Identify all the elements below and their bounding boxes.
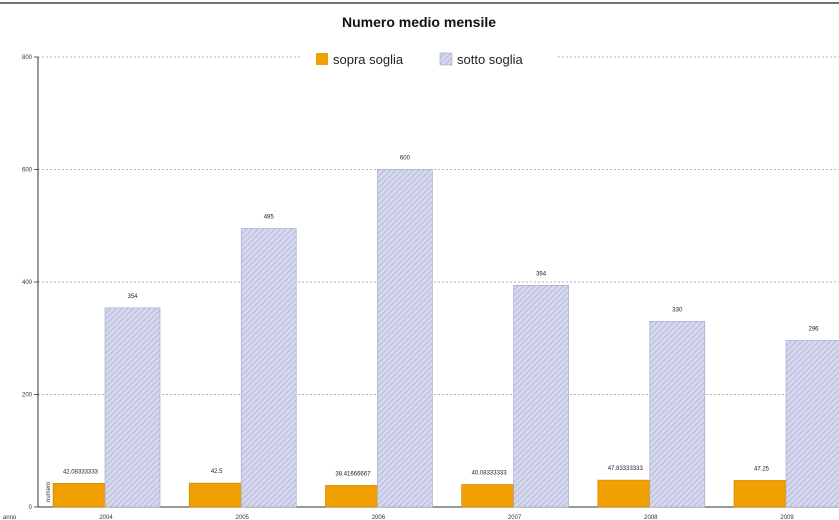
- bar-sopra-soglia-2004: [52, 483, 109, 508]
- bar-sotto-soglia-2004: [104, 307, 161, 508]
- x-tick-label: 2007: [508, 515, 522, 520]
- data-label: 47.25: [754, 466, 770, 472]
- bar-sopra-soglia-2005: [188, 482, 245, 508]
- x-tick-label: 2005: [236, 515, 250, 520]
- x-axis-label: anno: [3, 515, 17, 520]
- data-label: 354: [127, 294, 138, 300]
- data-label: 40.08333333: [472, 470, 508, 476]
- bar-sopra-soglia-2006: [325, 485, 381, 508]
- legend-label-sotto-soglia: sotto soglia: [457, 52, 524, 67]
- data-label: 42.5: [211, 469, 223, 475]
- x-tick-label: 2008: [644, 515, 658, 520]
- legend-swatch-sopra-soglia: [316, 53, 328, 65]
- data-label: 495: [264, 215, 275, 221]
- y-tick-label: 200: [22, 393, 33, 399]
- y-tick-label: 400: [22, 280, 33, 286]
- bars: [52, 169, 839, 508]
- legend-background: [300, 48, 558, 70]
- bar-sopra-soglia-2008: [597, 479, 654, 508]
- chart-title: Numero medio mensile: [342, 14, 496, 30]
- x-tick-label: 2004: [99, 515, 113, 520]
- x-tick-label: 2006: [372, 515, 386, 520]
- legend-swatch-sotto-soglia: [439, 52, 453, 66]
- bar-sotto-soglia-2006: [377, 169, 433, 508]
- y-tick-label: 0: [29, 505, 33, 511]
- bar-sopra-soglia-2009: [733, 480, 790, 508]
- x-tick-label: 2009: [780, 515, 794, 520]
- data-label: 330: [672, 307, 683, 313]
- data-label: 42.08333333: [63, 469, 99, 475]
- bar-sotto-soglia-2008: [649, 321, 706, 508]
- y-tick-label: 600: [22, 168, 33, 174]
- data-label: 38.41666667: [335, 471, 371, 477]
- data-label: 296: [808, 327, 819, 333]
- y-axis-label: numero: [46, 481, 52, 502]
- data-label: 47.83333333: [608, 466, 644, 472]
- legend-label-sopra-soglia: sopra soglia: [333, 52, 404, 67]
- data-label: 600: [400, 156, 411, 162]
- bar-sotto-soglia-2009: [785, 340, 839, 508]
- data-labels: 42.08333333 354 42.5 495 38.41666667 600 40.08…: [63, 156, 819, 478]
- axes: 0 200 400 600 800 2004 2005 2006 2007 2008 2009: [22, 55, 839, 520]
- data-label: 394: [536, 271, 547, 277]
- bar-sotto-soglia-2005: [240, 228, 297, 508]
- legend: sopra soglia sotto soglia: [300, 48, 558, 70]
- y-tick-label: 800: [22, 55, 33, 61]
- bar-sopra-soglia-2007: [461, 484, 517, 508]
- bar-sotto-soglia-2007: [513, 285, 569, 508]
